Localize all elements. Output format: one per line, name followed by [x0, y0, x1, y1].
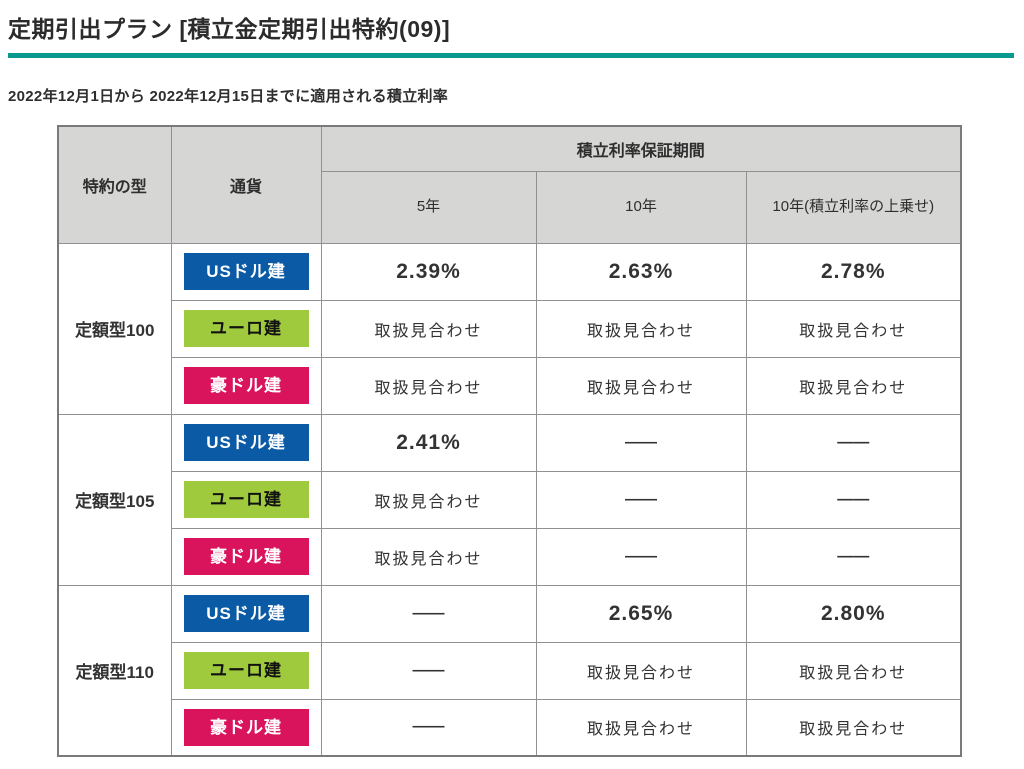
usd-currency-badge: USドル建	[183, 253, 309, 290]
rate-cell: 2.65%	[535, 584, 747, 643]
rate-cell: ——	[745, 527, 962, 586]
rate-cell: 取扱見合わせ	[320, 356, 537, 415]
rate-cell: 取扱見合わせ	[745, 356, 962, 415]
rate-cell: 2.78%	[745, 242, 962, 301]
table-row: ユーロ建 取扱見合わせ 取扱見合わせ 取扱見合わせ	[58, 299, 962, 358]
plan-type-label: 定額型105	[57, 413, 172, 586]
currency-cell: USドル建	[170, 413, 322, 472]
currency-cell: 豪ドル建	[170, 527, 322, 586]
rate-cell: ——	[320, 641, 537, 700]
header-guarantee-period: 積立利率保証期間	[320, 125, 962, 172]
rate-cell: ——	[745, 413, 962, 472]
rate-cell: 取扱見合わせ	[745, 299, 962, 358]
table-row: 定額型105 USドル建 2.41% —— ——	[57, 413, 962, 586]
title-accent-rule	[8, 53, 1014, 58]
rate-cell: 取扱見合わせ	[535, 299, 747, 358]
rate-cell: 2.41%	[320, 413, 537, 472]
plan-type-label: 定額型110	[57, 584, 172, 757]
eur-currency-badge: ユーロ建	[183, 652, 309, 689]
currency-cell: ユーロ建	[170, 641, 322, 700]
currency-cell: ユーロ建	[170, 299, 322, 358]
rate-cell: 取扱見合わせ	[535, 698, 747, 757]
usd-currency-badge: USドル建	[183, 595, 309, 632]
rate-cell: ——	[535, 527, 747, 586]
accumulation-rate-table: 特約の型 通貨 積立利率保証期間 5年 10年 10年(積立利率の上乗せ) 定額…	[57, 125, 962, 757]
eur-currency-badge: ユーロ建	[183, 481, 309, 518]
rate-cell: ——	[320, 584, 537, 643]
header-period-5y: 5年	[320, 170, 537, 244]
page-title: 定期引出プラン [積立金定期引出特約(09)]	[8, 16, 451, 42]
table-row: ユーロ建 取扱見合わせ —— ——	[58, 470, 962, 529]
rate-cell: 2.80%	[745, 584, 962, 643]
aud-currency-badge: 豪ドル建	[183, 367, 309, 404]
usd-currency-badge: USドル建	[183, 424, 309, 461]
rate-cell: ——	[745, 470, 962, 529]
rate-cell: 取扱見合わせ	[535, 356, 747, 415]
table-row: ユーロ建 —— 取扱見合わせ 取扱見合わせ	[58, 641, 962, 700]
rate-cell: ——	[320, 698, 537, 757]
table-row: 定額型110 USドル建 —— 2.65% 2.80%	[57, 584, 962, 757]
aud-currency-badge: 豪ドル建	[183, 538, 309, 575]
table-row: 定額型100 USドル建 2.39% 2.63% 2.78%	[57, 242, 962, 415]
table-row: 豪ドル建 —— 取扱見合わせ 取扱見合わせ	[58, 698, 962, 757]
rate-cell: 取扱見合わせ	[320, 299, 537, 358]
applicable-period-subtitle: 2022年12月1日から 2022年12月15日までに適用される積立利率	[8, 88, 449, 105]
currency-cell: USドル建	[170, 584, 322, 643]
currency-cell: ユーロ建	[170, 470, 322, 529]
table-row: 豪ドル建 取扱見合わせ 取扱見合わせ 取扱見合わせ	[58, 356, 962, 415]
rate-cell: 取扱見合わせ	[320, 470, 537, 529]
currency-cell: USドル建	[170, 242, 322, 301]
table-row: 豪ドル建 取扱見合わせ —— ——	[58, 527, 962, 586]
header-plan-type: 特約の型	[57, 125, 172, 244]
header-period-10y: 10年	[535, 170, 747, 244]
eur-currency-badge: ユーロ建	[183, 310, 309, 347]
currency-cell: 豪ドル建	[170, 698, 322, 757]
header-period-10y-plus: 10年(積立利率の上乗せ)	[745, 170, 962, 244]
rate-cell: 2.39%	[320, 242, 537, 301]
rate-cell: 取扱見合わせ	[745, 641, 962, 700]
rate-cell: ——	[535, 470, 747, 529]
currency-cell: 豪ドル建	[170, 356, 322, 415]
rate-cell: 取扱見合わせ	[745, 698, 962, 757]
plan-type-label: 定額型100	[57, 242, 172, 415]
aud-currency-badge: 豪ドル建	[183, 708, 309, 746]
rate-cell: 2.63%	[535, 242, 747, 301]
rate-cell: 取扱見合わせ	[535, 641, 747, 700]
header-currency: 通貨	[170, 125, 322, 244]
rate-cell: ——	[535, 413, 747, 472]
rate-cell: 取扱見合わせ	[320, 527, 537, 586]
